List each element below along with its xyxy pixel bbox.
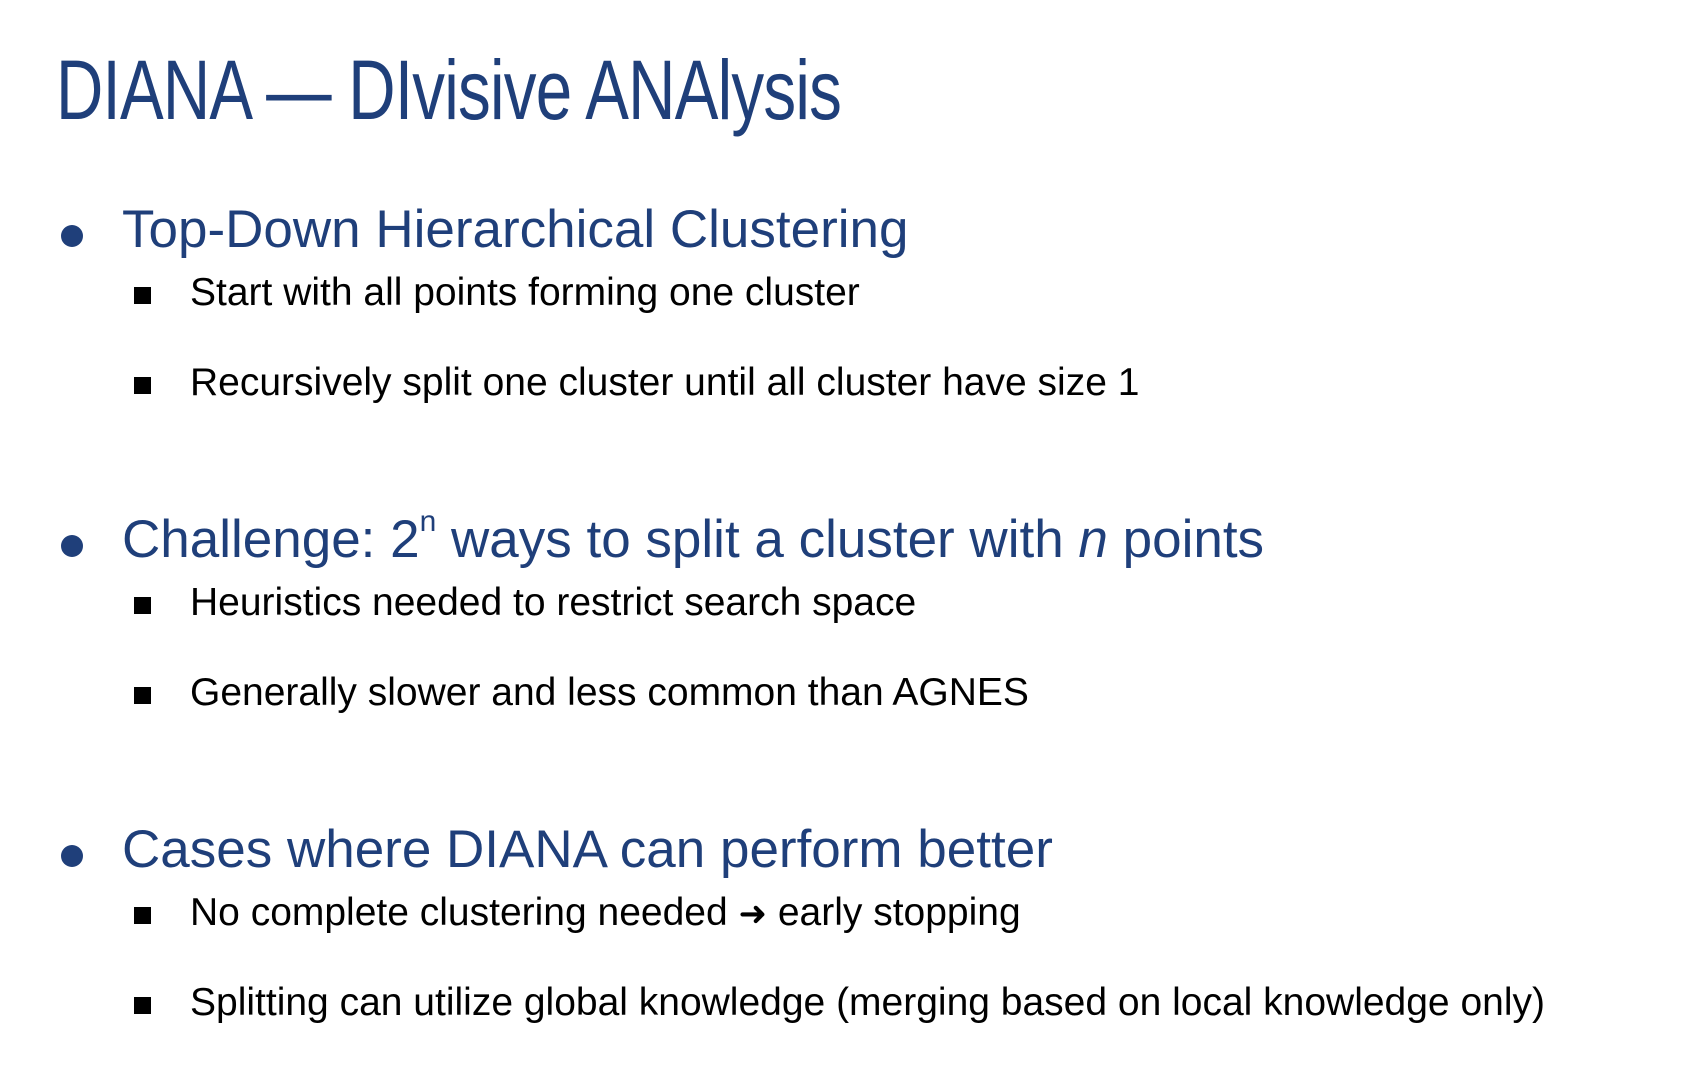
heading-prefix: Challenge: 2 (122, 510, 420, 569)
square-bullet-icon (134, 377, 151, 394)
sub-bullet-text: Recursively split one cluster until all … (190, 361, 1140, 404)
slide-title: DIANA — DIvisive ANAlysis (56, 43, 842, 137)
sub-bullet-row: Generally slower and less common than AG… (0, 665, 1700, 755)
square-bullet-icon (134, 597, 151, 614)
sub-bullet-row: Splitting can utilize global knowledge (… (0, 975, 1700, 1065)
heading-superscript: n (419, 505, 437, 538)
sub-bullet-row: Recursively split one cluster until all … (0, 355, 1700, 445)
section-heading: Cases where DIANA can perform better (122, 820, 1053, 879)
sub-bullet-text: Heuristics needed to restrict search spa… (190, 581, 917, 624)
sub-bullet-text: Generally slower and less common than AG… (190, 671, 1029, 714)
square-bullet-icon (134, 687, 151, 704)
text-after-arrow: early stopping (767, 891, 1021, 934)
sub-bullet-row: No complete clustering needed ➜ early st… (0, 885, 1700, 975)
square-bullet-icon (134, 907, 151, 924)
sub-bullet-text: Splitting can utilize global knowledge (… (190, 981, 1545, 1024)
heading-middle: ways to split a cluster with (436, 510, 1079, 569)
sub-bullet-row: Heuristics needed to restrict search spa… (0, 575, 1700, 665)
square-bullet-icon (134, 287, 151, 304)
main-bullet-row: Challenge: 2n ways to split a cluster wi… (0, 505, 1700, 575)
sub-bullet-text: No complete clustering needed ➜ early st… (190, 885, 1021, 942)
circle-bullet-icon (61, 225, 83, 247)
circle-bullet-icon (61, 535, 83, 557)
section-cases: Cases where DIANA can perform better No … (0, 815, 1700, 1065)
heading-suffix: points (1107, 510, 1265, 569)
section-top-down: Top-Down Hierarchical Clustering Start w… (0, 195, 1700, 445)
heading-italic: n (1078, 510, 1108, 569)
section-heading: Challenge: 2n ways to split a cluster wi… (122, 505, 1264, 575)
circle-bullet-icon (61, 845, 83, 867)
sub-bullet-row: Start with all points forming one cluste… (0, 265, 1700, 355)
text-before-arrow: No complete clustering needed (190, 891, 739, 934)
right-arrow-icon: ➜ (738, 894, 768, 934)
section-heading: Top-Down Hierarchical Clustering (122, 200, 909, 259)
sub-bullet-text: Start with all points forming one cluste… (190, 271, 860, 314)
main-bullet-row: Cases where DIANA can perform better (0, 815, 1700, 885)
main-bullet-row: Top-Down Hierarchical Clustering (0, 195, 1700, 265)
section-challenge: Challenge: 2n ways to split a cluster wi… (0, 505, 1700, 755)
square-bullet-icon (134, 997, 151, 1014)
